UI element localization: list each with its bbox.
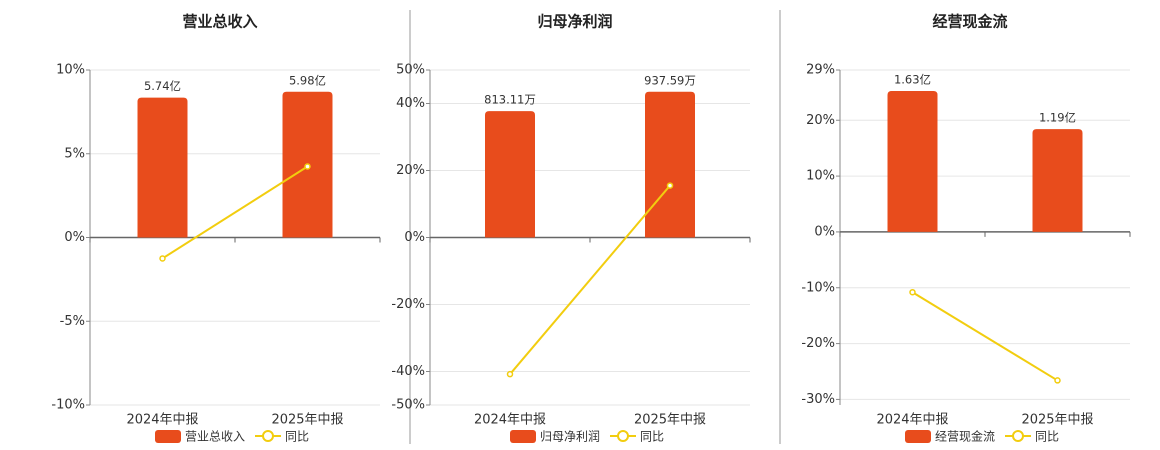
- chart-title: 营业总收入: [182, 13, 257, 31]
- y-tick-label: 10%: [806, 169, 835, 184]
- y-tick-label: -40%: [391, 364, 425, 379]
- legend-marker: [617, 430, 629, 442]
- y-tick-label: -20%: [801, 336, 835, 351]
- line: [911, 291, 1059, 382]
- y-tick-label: 0%: [64, 230, 85, 245]
- y-tick-label: -5%: [60, 314, 85, 329]
- chart-title: 经营现金流: [932, 13, 1007, 31]
- value-label: 813.11万: [484, 93, 536, 107]
- line-point: [909, 288, 916, 296]
- y-tick-label: 0%: [814, 224, 835, 239]
- bar: [485, 111, 535, 238]
- legend-label: 同比: [285, 430, 309, 444]
- legend-label: 营业总收入: [185, 430, 245, 444]
- x-tick-label: 2025年中报: [634, 413, 706, 428]
- legend-label: 同比: [640, 430, 664, 444]
- chart-title: 归母净利润: [537, 13, 612, 31]
- legend-marker: [262, 430, 274, 442]
- y-tick-label: 50%: [396, 63, 425, 78]
- y-tick-label: 20%: [806, 113, 835, 128]
- y-tick-label: 0%: [404, 230, 425, 245]
- legend-swatch: [510, 430, 536, 443]
- y-tick-label: -10%: [51, 398, 85, 413]
- y-tick-label: -30%: [801, 392, 835, 407]
- bar: [1032, 129, 1083, 232]
- y-tick-label: 10%: [56, 63, 85, 78]
- legend-swatch: [155, 430, 181, 443]
- x-tick-label: 2024年中报: [126, 413, 198, 428]
- y-tick-label: 5%: [64, 146, 85, 161]
- bar: [887, 91, 938, 232]
- x-tick-label: 2025年中报: [271, 413, 343, 428]
- value-label: 1.19亿: [1039, 111, 1076, 125]
- legend-label: 同比: [1035, 430, 1059, 444]
- bar: [645, 91, 695, 238]
- y-tick-label: -50%: [391, 398, 425, 413]
- y-tick-label: 20%: [396, 163, 425, 178]
- legend-label: 经营现金流: [935, 429, 995, 444]
- x-tick-label: 2024年中报: [876, 413, 948, 428]
- line-point: [506, 370, 514, 378]
- x-tick-label: 2024年中报: [474, 413, 546, 428]
- x-tick-label: 2025年中报: [1021, 413, 1093, 428]
- value-label: 1.63亿: [894, 73, 931, 87]
- y-tick-label: 29%: [806, 63, 835, 78]
- line-point: [304, 163, 311, 170]
- legend-swatch: [905, 430, 931, 443]
- line-point: [159, 255, 166, 262]
- line-point: [1054, 377, 1061, 384]
- value-label: 5.74亿: [144, 79, 181, 93]
- value-label: 5.98亿: [289, 73, 326, 87]
- y-tick-label: 40%: [396, 96, 425, 111]
- line: [161, 165, 309, 260]
- legend-marker: [1012, 430, 1024, 442]
- line-point: [666, 182, 674, 189]
- y-tick-label: -10%: [801, 280, 835, 295]
- line: [509, 184, 671, 375]
- legend-label: 归母净利润: [540, 430, 600, 444]
- value-label: 937.59万: [644, 73, 696, 87]
- bar: [137, 97, 188, 238]
- y-tick-label: -20%: [391, 297, 425, 312]
